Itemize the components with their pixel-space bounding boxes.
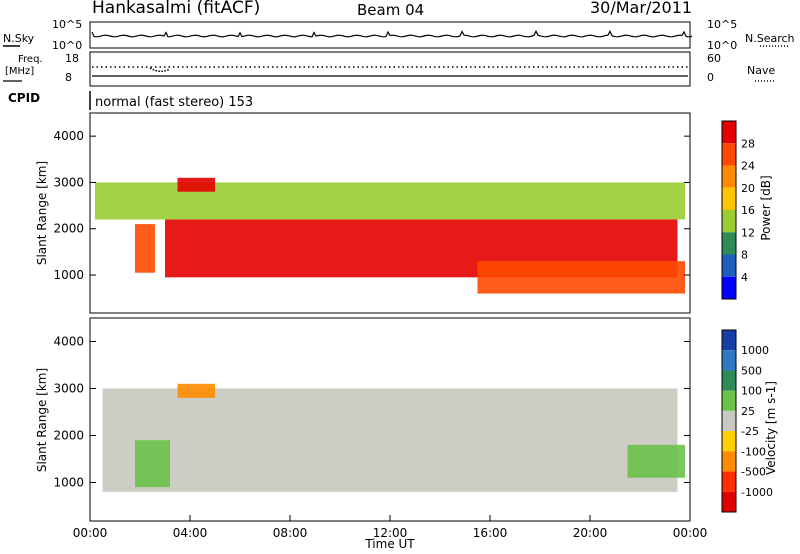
freq-label: Freq. bbox=[18, 54, 43, 65]
y-tick-label: 2000 bbox=[53, 428, 84, 442]
colorbar-swatch bbox=[722, 143, 736, 166]
beam-title: Beam 04 bbox=[357, 1, 424, 19]
nsearch-tick-top: 10^5 bbox=[707, 18, 737, 31]
colorbar-swatch bbox=[722, 165, 736, 188]
velocity-ylabel: Slant Range [km] bbox=[35, 368, 49, 472]
y-tick-label: 4000 bbox=[53, 129, 84, 143]
cpid-label: CPID bbox=[8, 91, 40, 105]
colorbar-swatch bbox=[722, 370, 736, 391]
nsky-tick-top: 10^5 bbox=[52, 18, 82, 31]
date-title: 30/Mar/2011 bbox=[590, 0, 692, 17]
cpid-text: normal (fast stereo) 153 bbox=[95, 95, 253, 110]
nsky-panel bbox=[89, 21, 691, 49]
power-ylabel: Slant Range [km] bbox=[35, 161, 49, 265]
nave-tick-bottom: 0 bbox=[707, 71, 714, 84]
colorbar-tick-label: 500 bbox=[741, 364, 762, 377]
colorbar-swatch bbox=[722, 210, 736, 233]
y-tick-label: 3000 bbox=[53, 381, 84, 395]
nave-tick-top: 60 bbox=[707, 52, 721, 65]
nave-label: Nave bbox=[747, 64, 775, 77]
colorbar-tick-label: -1000 bbox=[741, 486, 773, 499]
freq-tick-top: 18 bbox=[65, 52, 79, 65]
freq-unit-label: [MHz] bbox=[5, 66, 34, 77]
colorbar-swatch bbox=[722, 410, 736, 432]
data-band bbox=[135, 440, 170, 488]
colorbar-swatch bbox=[722, 232, 736, 255]
colorbar-tick-label: 20 bbox=[741, 182, 755, 195]
colorbar-swatch bbox=[722, 276, 736, 299]
colorbar-swatch bbox=[722, 121, 736, 144]
power-yticks: 1000 2000 3000 4000 bbox=[53, 129, 690, 282]
colorbar-tick-label: -100 bbox=[741, 445, 766, 458]
x-axis-ticks: 00:00 04:00 08:00 12:00 16:00 20:00 00:00 bbox=[73, 515, 708, 540]
nsky-label: N.Sky bbox=[3, 32, 35, 45]
colorbar-tick-label: 16 bbox=[741, 204, 755, 217]
velocity-yticks: 1000 2000 3000 4000 bbox=[53, 334, 690, 489]
colorbar-tick-label: -500 bbox=[741, 466, 766, 479]
power-colorbar: 28 24 20 16 12 8 4 bbox=[721, 120, 755, 300]
colorbar-tick-label: 100 bbox=[741, 385, 762, 398]
power-panel bbox=[89, 112, 691, 314]
x-tick-label: 12:00 bbox=[373, 526, 408, 540]
x-tick-label: 16:00 bbox=[473, 526, 508, 540]
x-tick-label: 04:00 bbox=[173, 526, 208, 540]
freq-dip bbox=[149, 67, 171, 72]
nsky-tick-bottom: 10^0 bbox=[52, 39, 82, 52]
station-title: Hankasalmi (fitACF) bbox=[92, 0, 260, 18]
nsearch-tick-bottom: 10^0 bbox=[707, 39, 737, 52]
x-tick-label: 00:00 bbox=[73, 526, 108, 540]
colorbar-swatch bbox=[722, 390, 736, 411]
colorbar-tick-label: 28 bbox=[741, 137, 755, 150]
velocity-data bbox=[102, 383, 685, 492]
nsearch-label: N.Search bbox=[745, 32, 795, 45]
colorbar-tick-label: -25 bbox=[741, 425, 759, 438]
nsky-trace bbox=[91, 29, 693, 38]
y-tick-label: 1000 bbox=[53, 268, 84, 282]
data-band bbox=[135, 224, 155, 273]
colorbar-frame bbox=[721, 120, 737, 300]
colorbar-tick-label: 25 bbox=[741, 405, 755, 418]
colorbar-tick-label: 12 bbox=[741, 226, 755, 239]
freq-tick-bottom: 8 bbox=[65, 71, 72, 84]
colorbar-tick-label: 8 bbox=[741, 249, 748, 262]
freq-panel bbox=[89, 51, 691, 87]
colorbar-tick-label: 4 bbox=[741, 271, 748, 284]
y-tick-label: 1000 bbox=[53, 475, 84, 489]
data-band bbox=[477, 261, 685, 294]
colorbar-tick-label: 24 bbox=[741, 160, 755, 173]
x-tick-label: 20:00 bbox=[573, 526, 608, 540]
data-band bbox=[627, 444, 685, 478]
velocity-colorbar: 1000 500 100 25 -25 -100 -500 -1000 bbox=[721, 329, 773, 513]
y-tick-label: 4000 bbox=[53, 334, 84, 348]
colorbar-swatch bbox=[722, 350, 736, 371]
colorbar-swatch bbox=[722, 491, 736, 512]
colorbar-swatch bbox=[722, 187, 736, 210]
colorbar-swatch bbox=[722, 431, 736, 452]
y-tick-label: 3000 bbox=[53, 175, 84, 189]
y-tick-label: 2000 bbox=[53, 222, 84, 236]
colorbar-swatch bbox=[722, 254, 736, 277]
x-tick-label: 00:00 bbox=[673, 526, 708, 540]
colorbar-swatch bbox=[722, 471, 736, 492]
colorbar-swatch bbox=[722, 330, 736, 351]
colorbar-swatch bbox=[722, 451, 736, 472]
x-axis-label: Time UT bbox=[364, 537, 415, 551]
data-band bbox=[102, 388, 678, 492]
x-tick-label: 08:00 bbox=[273, 526, 308, 540]
data-band bbox=[177, 383, 215, 398]
velocity-colorbar-label: Velocity [m s-1] bbox=[764, 381, 778, 475]
data-band bbox=[177, 177, 215, 192]
colorbar-frame bbox=[721, 329, 737, 513]
colorbar-tick-label: 1000 bbox=[741, 344, 769, 357]
power-colorbar-label: Power [dB] bbox=[759, 175, 773, 240]
power-data bbox=[95, 177, 685, 294]
